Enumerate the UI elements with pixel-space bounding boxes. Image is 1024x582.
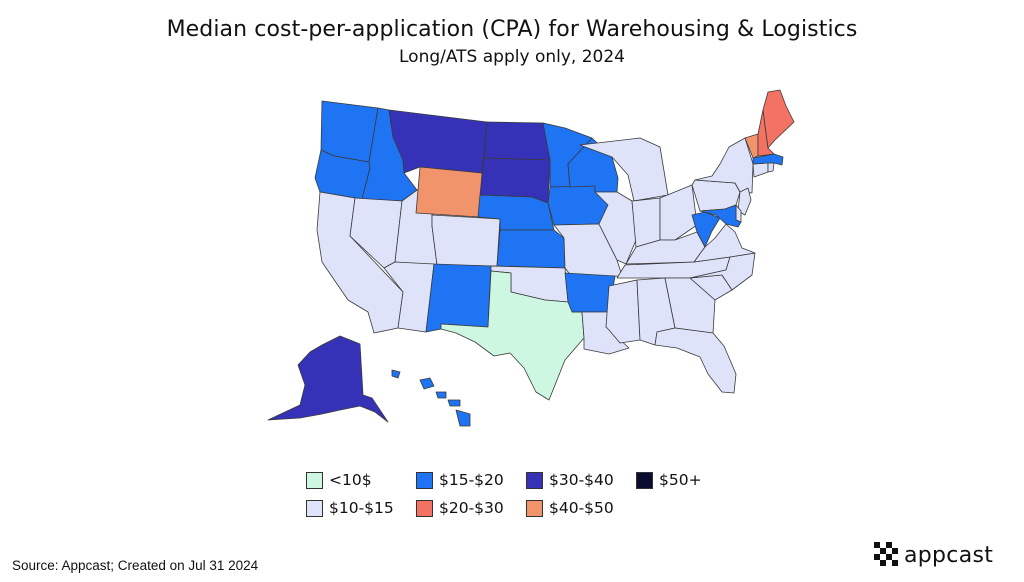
- appcast-logo: appcast: [874, 542, 993, 568]
- state-me: [762, 89, 795, 149]
- state-nc: [689, 252, 756, 291]
- legend-swatch: [526, 471, 543, 489]
- legend-label: <10$: [329, 471, 372, 489]
- state-oh: [659, 184, 698, 241]
- legend-item: $30-$40: [526, 470, 614, 490]
- state-ak: [267, 335, 389, 423]
- state-ny: [694, 137, 754, 194]
- legend-swatch: [416, 471, 433, 489]
- state-mi: [579, 137, 669, 202]
- state-wy: [415, 166, 483, 218]
- legend-label: $10-$15: [329, 499, 394, 517]
- state-ct: [752, 162, 769, 178]
- state-ma: [752, 153, 784, 166]
- legend-item: $40-$50: [526, 498, 614, 518]
- legend-swatch: [306, 499, 323, 517]
- legend-swatch: [526, 499, 543, 517]
- source-note: Source: Appcast; Created on Jul 31 2024: [12, 558, 259, 573]
- legend: <10$ $15-$20 $30-$40 $50+ $10-$15 $20-$30 $40-…: [306, 470, 766, 520]
- state-nm: [425, 263, 492, 333]
- state-ga: [664, 277, 716, 334]
- legend-label: $30-$40: [549, 471, 614, 489]
- state-va: [693, 223, 756, 263]
- legend-label: $20-$30: [439, 499, 504, 517]
- legend-label: $50+: [659, 471, 702, 489]
- state-tx: [440, 270, 585, 401]
- legend-item: $50+: [636, 470, 702, 490]
- legend-item: $20-$30: [416, 498, 504, 518]
- legend-item: $10-$15: [306, 498, 394, 518]
- state-wa: [320, 100, 379, 163]
- chart-title: Median cost-per-application (CPA) for Wa…: [166, 17, 858, 42]
- legend-swatch: [416, 499, 433, 517]
- state-hi: [391, 369, 471, 427]
- legend-swatch: [636, 471, 653, 489]
- state-md: [699, 204, 742, 228]
- state-nd: [483, 121, 551, 161]
- state-mt: [388, 109, 488, 174]
- state-ri: [767, 162, 775, 173]
- state-in: [631, 197, 661, 248]
- state-fl: [654, 327, 737, 394]
- appcast-logo-mark-icon: [874, 542, 898, 566]
- legend-swatch: [306, 471, 323, 489]
- legend-item: <10$: [306, 470, 372, 490]
- state-co: [431, 214, 501, 267]
- legend-label: $15-$20: [439, 471, 504, 489]
- state-ks: [496, 229, 566, 269]
- chart-subtitle: Long/ATS apply only, 2024: [399, 47, 625, 67]
- legend-item: $15-$20: [416, 470, 504, 490]
- legend-label: $40-$50: [549, 499, 614, 517]
